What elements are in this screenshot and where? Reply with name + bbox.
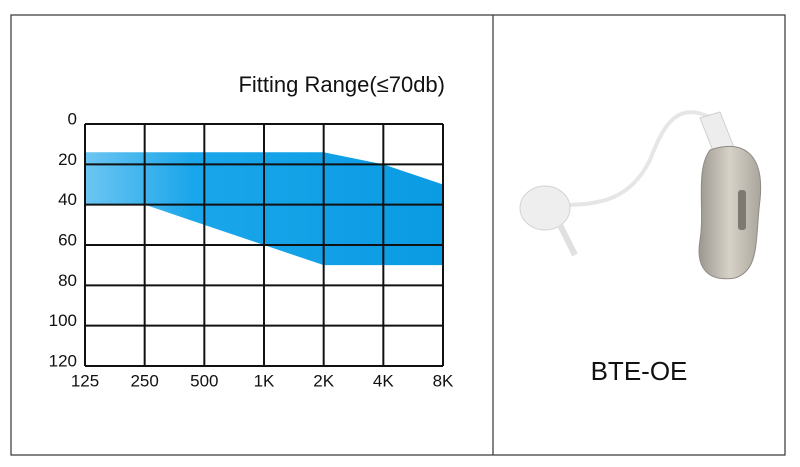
x-tick-label: 125 [71, 371, 99, 390]
x-tick-label: 8K [433, 371, 454, 390]
x-tick-label: 250 [130, 371, 158, 390]
chart-title: Fitting Range(≤70db) [238, 72, 445, 97]
y-tick-label: 60 [58, 230, 77, 249]
x-tick-label: 2K [313, 371, 334, 390]
hearing-aid [519, 110, 762, 280]
y-tick-label: 120 [49, 351, 77, 370]
y-tick-label: 40 [58, 190, 77, 209]
x-tick-label: 500 [190, 371, 218, 390]
frame [10, 14, 786, 456]
x-tick-label: 1K [254, 371, 275, 390]
product-label: BTE-OE [591, 356, 688, 386]
y-tick-label: 20 [58, 150, 77, 169]
y-tick-label: 100 [49, 311, 77, 330]
y-tick-label: 0 [68, 109, 77, 128]
y-tick-label: 80 [58, 271, 77, 290]
x-tick-label: 4K [373, 371, 394, 390]
